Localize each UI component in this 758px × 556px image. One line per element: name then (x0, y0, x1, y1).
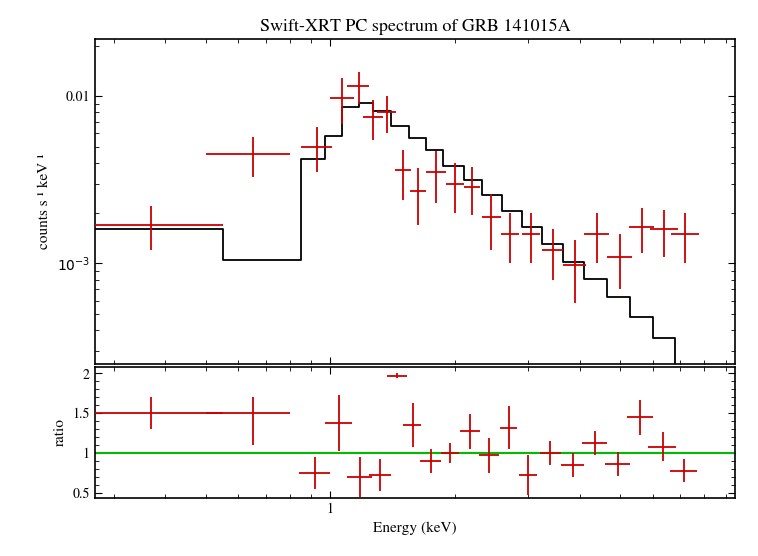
Y-axis label: ratio: ratio (54, 418, 67, 446)
Title: Swift-XRT PC spectrum of GRB 141015A: Swift-XRT PC spectrum of GRB 141015A (260, 18, 570, 34)
Y-axis label: counts s⁻¹ keV⁻¹: counts s⁻¹ keV⁻¹ (38, 154, 51, 249)
X-axis label: Energy (keV): Energy (keV) (373, 522, 457, 535)
